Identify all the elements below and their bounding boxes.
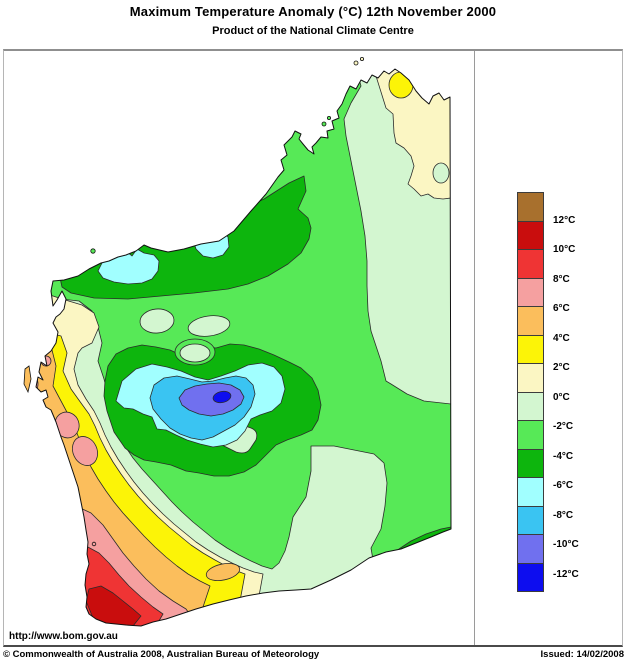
legend-swatch (517, 391, 544, 421)
region-border-pale-oval (432, 162, 450, 184)
legend-swatch (517, 562, 544, 592)
legend-label: -12°C (553, 568, 579, 580)
region-interior-pale-oval (139, 308, 175, 334)
legend-swatch (517, 448, 544, 478)
region-cold-blue-core (212, 390, 232, 404)
source-url: http://www.bom.gov.au (9, 631, 118, 642)
legend-swatch (517, 334, 544, 364)
legend-swatch (517, 192, 544, 222)
legend-label: -4°C (553, 450, 574, 462)
legend-label: -2°C (553, 421, 574, 432)
legend-label: 12°C (553, 214, 576, 226)
copyright-text: © Commonwealth of Australia 2008, Austra… (3, 649, 320, 659)
legend-column (517, 192, 544, 592)
wa-anomaly-map (23, 57, 452, 627)
legend-label: 10°C (553, 244, 576, 255)
legend-swatch (517, 249, 544, 279)
legend-label: 4°C (553, 332, 570, 344)
legend-swatch (517, 220, 544, 250)
legend-swatch (517, 534, 544, 564)
legend-label: -10°C (553, 539, 579, 550)
legend-label: -6°C (553, 480, 574, 491)
legend-swatch (517, 420, 544, 450)
region-coast-pink-spot (36, 375, 39, 393)
page-subtitle: Product of the National Climate Centre (212, 25, 414, 37)
region-interior-pale-oval (187, 315, 231, 337)
issued-date: Issued: 14/02/2008 (540, 649, 624, 659)
legend-panel: 12°C 10°C 8°C 6°C 4°C 2°C 0°C -2°C -4°C -6°C -8°C -… (474, 51, 622, 645)
legend-swatch (517, 277, 544, 307)
legend-label: 8°C (553, 273, 570, 285)
legend-swatch (517, 477, 544, 507)
region-sw-darkred (85, 585, 142, 626)
region-cold-periwinkle (178, 382, 245, 417)
map-frame: http://www.bom.gov.au 12°C 10°C 8°C 6°C 4°C 2… (3, 49, 623, 647)
legend-label: 2°C (553, 362, 570, 373)
page-title: Maximum Temperature Anomaly (°C) 12th No… (129, 4, 497, 19)
legend-label: 0°C (553, 391, 570, 403)
legend-swatch (517, 505, 544, 535)
offshore-islands (23, 57, 364, 547)
region-south-orange-oval (205, 563, 241, 581)
legend-label: 6°C (553, 303, 570, 314)
legend-swatch (517, 306, 544, 336)
region-interior-pale-oval (179, 343, 211, 363)
wa-coastline (35, 68, 452, 627)
region-kimberley-yellow (388, 71, 414, 99)
legend-label: -8°C (553, 509, 574, 521)
legend-swatch (517, 363, 544, 393)
map-panel: http://www.bom.gov.au (4, 51, 474, 645)
region-coast-pink-spot (72, 436, 98, 466)
